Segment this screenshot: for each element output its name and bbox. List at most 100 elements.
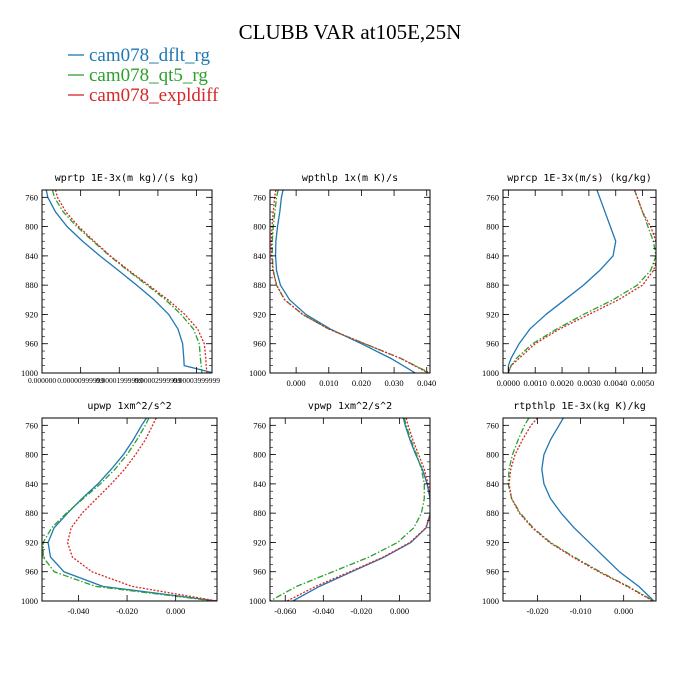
panels: wprtp 1E-3x(m kg)/(s kg) 760 800 840 880 920 9…: [21, 173, 657, 616]
series-group: [507, 418, 655, 601]
ytick-label: 840: [25, 251, 38, 261]
ytick-label: 840: [253, 251, 266, 261]
panel-title: wprtp 1E-3x(m kg)/(s kg): [55, 173, 200, 184]
ytick-label: 800: [486, 450, 499, 460]
xtick-label: 0.020: [352, 378, 371, 388]
series-line-cam078_qt5_rg: [51, 190, 203, 373]
ytick-label: 1000: [482, 368, 499, 378]
ytick-label: 920: [25, 537, 38, 547]
series-group: [507, 190, 656, 373]
xtick-label: 0.030: [385, 378, 404, 388]
xtick-label: -0.040: [312, 606, 334, 616]
ytick-label: 760: [25, 420, 38, 430]
xtick-label: 0.000: [166, 606, 185, 616]
panel-title: rtpthlp 1E-3x(kg K)/kg: [513, 401, 645, 412]
series-group: [42, 418, 217, 601]
ytick-label: 960: [253, 567, 266, 577]
xtick-label: 0.000: [390, 606, 409, 616]
panel-2: wpthlp 1x(m K)/s 760 800 840 880 920 960 1000 0.…: [249, 173, 436, 388]
xtick-label: 0.0050: [631, 378, 654, 388]
xtick-label: 0.0030: [577, 378, 600, 388]
ytick-label: 880: [25, 508, 38, 518]
panel-title: upwp 1xm^2/s^2: [87, 401, 171, 412]
series-line-cam078_dflt_rg: [507, 190, 617, 373]
figure-title: CLUBB VAR at105E,25N: [239, 20, 462, 44]
xtick-label: 0.000000: [28, 376, 56, 385]
legend-item: cam078_dflt_rg: [68, 45, 211, 66]
ytick-label: 800: [486, 222, 499, 232]
series-line-cam078_dflt_rg: [274, 190, 416, 373]
panel-title: vpwp 1xm^2/s^2: [308, 401, 392, 412]
ytick-label: 800: [253, 450, 266, 460]
ytick-label: 1000: [482, 596, 499, 606]
xtick-label: -0.020: [116, 606, 138, 616]
series-line-cam078_expldiff: [508, 418, 654, 601]
xtick-label: 0.040: [417, 378, 436, 388]
series-line-cam078_expldiff: [66, 418, 217, 601]
series-line-cam078_qt5_rg: [271, 190, 430, 373]
ytick-label: 840: [486, 251, 499, 261]
series-line-cam078_expldiff: [270, 190, 429, 373]
plot-frame: [269, 417, 431, 602]
plot-frame: [41, 189, 213, 374]
ytick-label: 880: [253, 280, 266, 290]
ytick-label: 840: [486, 479, 499, 489]
xtick-label: 0.00003999999: [173, 376, 220, 385]
ytick-label: 760: [253, 420, 266, 430]
ytick-label: 960: [25, 567, 38, 577]
series-line-cam078_qt5_rg: [507, 418, 655, 601]
ytick-label: 1000: [249, 368, 266, 378]
xtick-label: -0.020: [350, 606, 372, 616]
ytick-label: 800: [25, 222, 38, 232]
xtick-label: 0.010: [319, 378, 338, 388]
plot-frame: [269, 189, 431, 374]
panel-3: wprcp 1E-3x(m/s) (kg/kg) 760 800 840 880 920 9…: [482, 173, 657, 388]
ytick-label: 920: [25, 309, 38, 319]
plot-frame: [502, 189, 657, 374]
xtick-label: 0.000: [287, 378, 306, 388]
xtick-label: 0.0020: [550, 378, 573, 388]
ytick-label: 920: [486, 537, 499, 547]
ytick-label: 840: [253, 479, 266, 489]
series-line-cam078_qt5_rg: [507, 190, 656, 373]
series-line-cam078_dflt_rg: [292, 418, 430, 601]
series-line-cam078_expldiff: [507, 190, 656, 373]
ytick-label: 920: [486, 309, 499, 319]
ytick-label: 880: [25, 280, 38, 290]
series-line-cam078_dflt_rg: [45, 190, 212, 373]
ytick-label: 1000: [21, 596, 38, 606]
ytick-label: 800: [25, 450, 38, 460]
xtick-label: 0.00002999999: [134, 376, 181, 385]
ytick-label: 800: [253, 222, 266, 232]
series-group: [45, 190, 212, 373]
ytick-label: 760: [253, 192, 266, 202]
ytick-label: 920: [253, 309, 266, 319]
ytick-label: 880: [253, 508, 266, 518]
ytick-label: 960: [25, 339, 38, 349]
plot-frame: [41, 417, 218, 602]
legend-label: cam078_dflt_rg: [89, 45, 211, 66]
xtick-label: 0.0040: [604, 378, 627, 388]
xtick-label: 0.0000: [497, 378, 520, 388]
legend: cam078_dflt_rgcam078_qt5_rgcam078_expldi…: [68, 45, 219, 106]
ytick-label: 1000: [21, 368, 38, 378]
xtick-label: 0.00001999999: [96, 376, 143, 385]
series-line-cam078_qt5_rg: [42, 418, 215, 601]
ytick-label: 880: [486, 280, 499, 290]
ytick-label: 1000: [249, 596, 266, 606]
xtick-label: 0.000: [614, 606, 633, 616]
legend-item: cam078_qt5_rg: [68, 65, 208, 86]
ytick-label: 960: [253, 339, 266, 349]
ytick-label: 880: [486, 508, 499, 518]
legend-label: cam078_expldiff: [89, 85, 219, 106]
panel-1: wprtp 1E-3x(m kg)/(s kg) 760 800 840 880 920 9…: [21, 173, 220, 385]
xtick-label: 0.00000999999: [57, 376, 104, 385]
legend-item: cam078_expldiff: [68, 85, 219, 106]
ytick-label: 960: [486, 339, 499, 349]
panel-title: wprcp 1E-3x(m/s) (kg/kg): [507, 173, 652, 184]
ytick-label: 760: [486, 420, 499, 430]
xtick-label: -0.040: [67, 606, 89, 616]
series-group: [270, 418, 430, 601]
panel-6: rtpthlp 1E-3x(kg K)/kg 760 800 840 880 920 960…: [482, 401, 657, 616]
